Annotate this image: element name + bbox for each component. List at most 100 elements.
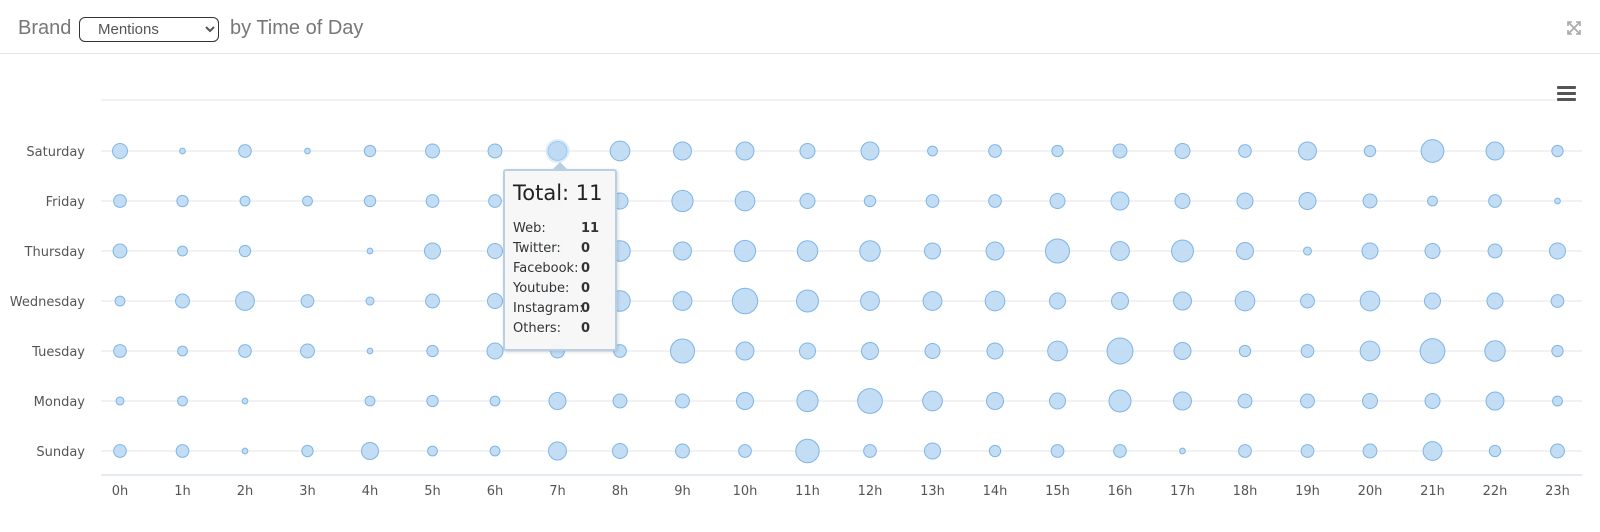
x-tick-label: 12h: [858, 484, 883, 499]
bubble: [235, 291, 255, 311]
x-tick-label: 0h: [112, 484, 129, 499]
bubble: [238, 344, 252, 358]
bubble: [1044, 238, 1071, 264]
bubble: [669, 338, 696, 364]
bubble: [1238, 444, 1252, 458]
bubble: [1049, 192, 1066, 210]
hover-halo: [545, 139, 570, 163]
hamburger-menu-icon[interactable]: [1556, 84, 1578, 102]
bubble: [1302, 246, 1313, 256]
bubble: [985, 391, 1005, 411]
bubble: [426, 394, 439, 408]
bubble: [1238, 144, 1252, 158]
bubble: [365, 296, 375, 306]
bubble: [548, 441, 567, 461]
bubble: [364, 395, 376, 407]
x-tick-label: 14h: [983, 484, 1008, 499]
bubble: [612, 393, 628, 409]
bubble: [363, 144, 377, 158]
title-prefix: Brand: [18, 17, 72, 39]
x-tick-label: 13h: [920, 484, 945, 499]
expand-icon[interactable]: [1566, 20, 1582, 36]
bubble: [1300, 344, 1315, 358]
bubble: [1362, 443, 1378, 459]
bubble: [863, 194, 877, 208]
bubble: [1359, 340, 1381, 362]
bubble: [988, 144, 1002, 158]
tooltip-title: Total: 11: [513, 181, 603, 205]
bubble: [1363, 144, 1377, 158]
bubble: [675, 443, 690, 459]
bubble: [486, 292, 504, 310]
x-tick-label: 23h: [1545, 484, 1570, 499]
x-tick-label: 22h: [1483, 484, 1508, 499]
bubble: [115, 396, 125, 406]
bubble: [487, 143, 503, 159]
bubble: [673, 241, 692, 261]
bubble: [611, 442, 629, 460]
bubble: [1423, 292, 1442, 310]
bubble: [113, 194, 127, 208]
tooltip-value: 0: [581, 241, 591, 256]
bubble: [1361, 392, 1379, 410]
bubble: [1047, 340, 1068, 362]
bubble: [860, 141, 880, 161]
bubble: [1484, 340, 1506, 362]
bubble: [922, 291, 943, 311]
bubble: [1298, 141, 1317, 161]
bubble: [1112, 143, 1128, 159]
bubble: [734, 190, 756, 212]
x-tick-label: 10h: [733, 484, 758, 499]
bubble: [241, 447, 249, 455]
bubble: [1551, 344, 1564, 358]
bubble: [1422, 441, 1443, 461]
tooltip-label: Facebook:: [513, 261, 579, 276]
tooltip-label: Web:: [513, 221, 546, 236]
bubble: [925, 194, 940, 208]
x-tick-label: 19h: [1295, 484, 1320, 499]
bubble: [239, 195, 251, 207]
bubble: [1550, 443, 1565, 459]
bubble: [1548, 242, 1567, 260]
bubble: [426, 344, 439, 358]
y-tick-label: Friday: [46, 195, 86, 210]
tooltip-row: Others: 0: [513, 321, 613, 339]
bubble: [923, 242, 942, 260]
bubble: [1486, 292, 1504, 310]
y-tick-label: Wednesday: [10, 295, 86, 310]
bubble: [1427, 195, 1438, 207]
bubble: [798, 342, 817, 360]
tooltip-value: 0: [581, 261, 591, 276]
tooltip-value: 11: [581, 221, 600, 236]
x-tick-label: 16h: [1108, 484, 1133, 499]
bubble: [1173, 391, 1192, 411]
bubble: [1487, 243, 1503, 259]
bubble: [423, 242, 442, 260]
bubble: [1420, 139, 1445, 163]
tooltip-row: Facebook: 0: [513, 261, 613, 279]
bubble: [923, 442, 942, 460]
tooltip-value: 0: [581, 301, 591, 316]
bubble: [238, 244, 252, 258]
bubble: [675, 393, 690, 409]
bubble: [427, 445, 438, 457]
tooltip-value: 0: [581, 281, 591, 296]
bubble: [177, 245, 188, 257]
bubble: [1110, 291, 1130, 311]
bubble: [796, 240, 819, 262]
metric-select[interactable]: Mentions: [79, 17, 219, 42]
bubble: [1174, 192, 1191, 210]
bubble: [1488, 194, 1502, 208]
bubble: [1298, 191, 1317, 211]
bubble: [1300, 444, 1315, 458]
bubble: [177, 395, 188, 407]
tooltip-row: Web: 11: [513, 221, 613, 239]
title-suffix: by Time of Day: [230, 17, 364, 39]
data-tooltip: Total: 11 Web: 11 Twitter: 0 Facebook: 0…: [503, 162, 617, 351]
bubble: [489, 395, 501, 407]
bubble: [672, 291, 693, 311]
bubble: [799, 142, 816, 160]
bubble: [1171, 239, 1194, 263]
x-tick-label: 2h: [237, 484, 254, 499]
